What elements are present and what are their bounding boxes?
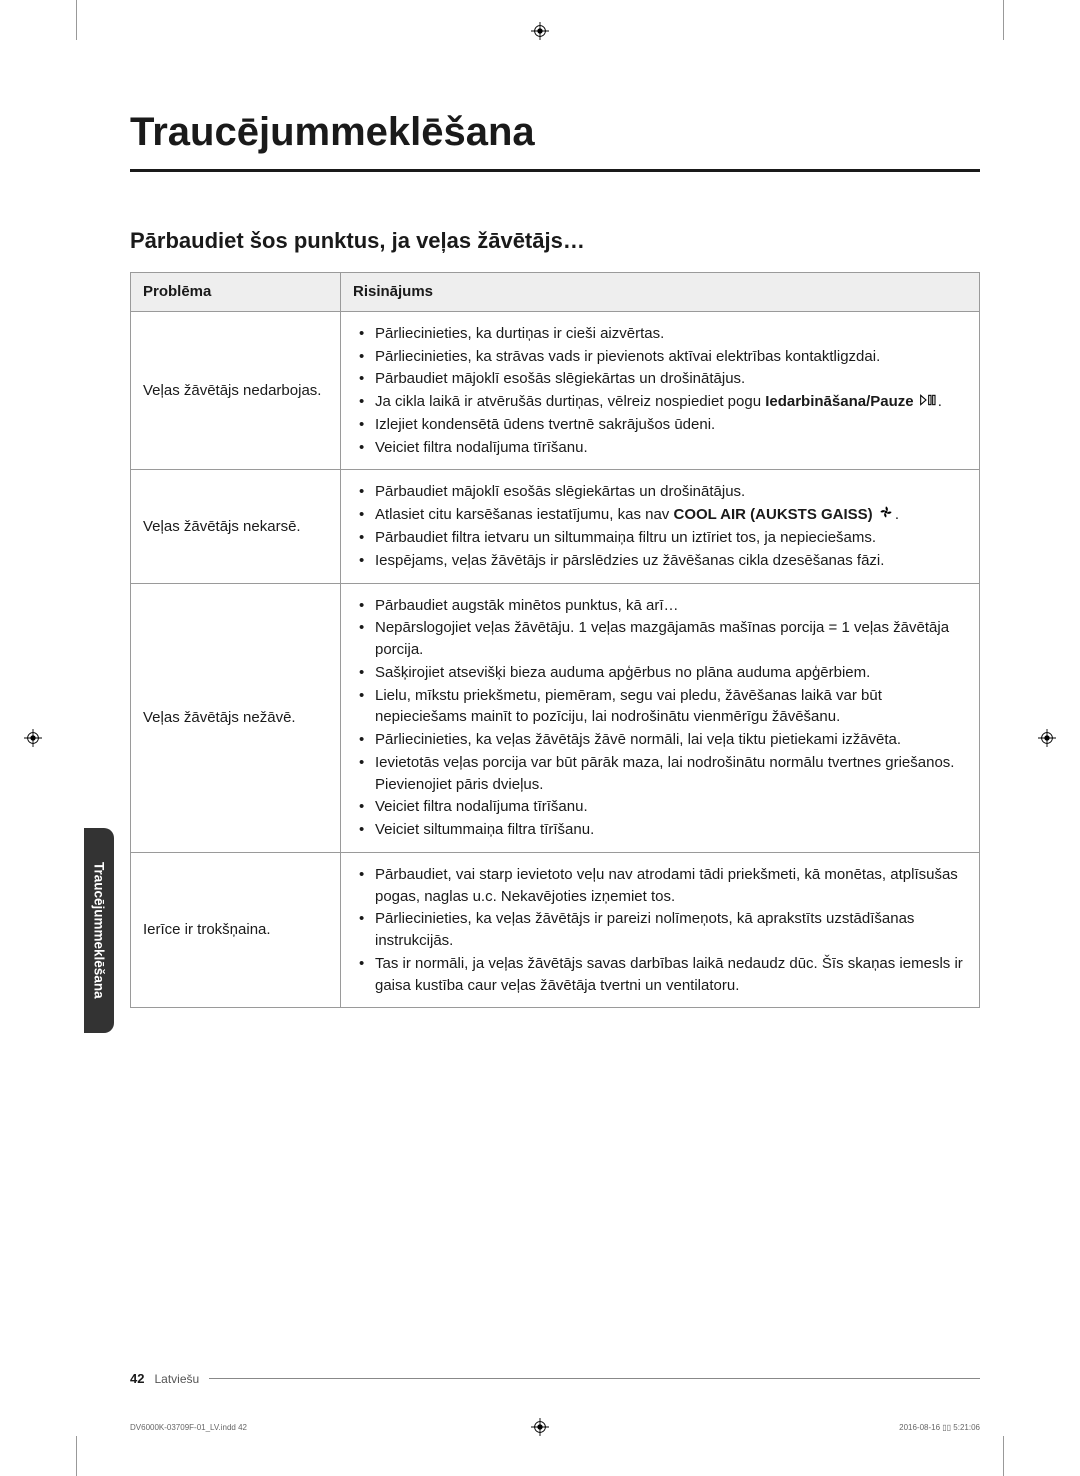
- solution-cell: Pārbaudiet, vai starp ievietoto veļu nav…: [341, 852, 980, 1008]
- footer-rule: [209, 1378, 980, 1379]
- register-mark-icon: [531, 22, 549, 40]
- solution-list: Pārbaudiet augstāk minētos punktus, kā a…: [353, 595, 967, 841]
- bold-label: COOL AIR (AUKSTS GAISS): [673, 506, 872, 523]
- fan-icon: [879, 504, 893, 526]
- list-item: Sašķirojiet atsevišķi bieza auduma apģēr…: [353, 662, 967, 684]
- list-item: Izlejiet kondensētā ūdens tvertnē sakrāj…: [353, 414, 967, 436]
- solution-list: Pārliecinieties, ka durtiņas ir cieši ai…: [353, 323, 967, 459]
- problem-cell: Ierīce ir trokšņaina.: [131, 852, 341, 1008]
- list-item: Lielu, mīkstu priekšmetu, piemēram, segu…: [353, 685, 967, 729]
- solution-list: Pārbaudiet mājoklī esošās slēgiekārtas u…: [353, 481, 967, 571]
- list-item: Veiciet filtra nodalījuma tīrīšanu.: [353, 796, 967, 818]
- page-number: 42: [130, 1371, 144, 1386]
- table-row: Veļas žāvētājs nedarbojas. Pārliecinietie…: [131, 311, 980, 470]
- solution-cell: Pārliecinieties, ka durtiņas ir cieši ai…: [341, 311, 980, 470]
- list-item: Ja cikla laikā ir atvērušās durtiņas, vē…: [353, 391, 967, 413]
- list-item: Pārbaudiet mājoklī esošās slēgiekārtas u…: [353, 368, 967, 390]
- list-item: Tas ir normāli, ja veļas žāvētājs savas …: [353, 953, 967, 997]
- crop-mark: [1003, 1436, 1004, 1476]
- list-item: Ievietotās veļas porcija var būt pārāk m…: [353, 752, 967, 796]
- print-meta-right: 2016-08-16 ▯▯ 5:21:06: [899, 1423, 980, 1432]
- list-item: Pārbaudiet mājoklī esošās slēgiekārtas u…: [353, 481, 967, 503]
- page-title: Traucējummeklēšana: [130, 110, 980, 172]
- language-label: Latviešu: [154, 1372, 199, 1386]
- list-item: Veiciet siltummaiņa filtra tīrīšanu.: [353, 819, 967, 841]
- bold-label: Iedarbināšana/Pauze: [765, 393, 913, 410]
- crop-mark: [76, 0, 77, 40]
- solution-cell: Pārbaudiet augstāk minētos punktus, kā a…: [341, 583, 980, 852]
- table-row: Veļas žāvētājs nežāvē. Pārbaudiet augstāk…: [131, 583, 980, 852]
- register-mark-icon: [531, 1418, 549, 1436]
- table-row: Veļas žāvētājs nekarsē. Pārbaudiet mājokl…: [131, 470, 980, 583]
- register-mark-icon: [1038, 729, 1056, 747]
- list-item: Atlasiet citu karsēšanas iestatījumu, ka…: [353, 504, 967, 526]
- list-item: Pārliecinieties, ka durtiņas ir cieši ai…: [353, 323, 967, 345]
- problem-cell: Veļas žāvētājs nedarbojas.: [131, 311, 341, 470]
- list-item: Iespējams, veļas žāvētājs ir pārslēdzies…: [353, 550, 967, 572]
- problem-cell: Veļas žāvētājs nežāvē.: [131, 583, 341, 852]
- solution-list: Pārbaudiet, vai starp ievietoto veļu nav…: [353, 864, 967, 997]
- table-row: Ierīce ir trokšņaina. Pārbaudiet, vai sta…: [131, 852, 980, 1008]
- problem-cell: Veļas žāvētājs nekarsē.: [131, 470, 341, 583]
- list-item: Veiciet filtra nodalījuma tīrīšanu.: [353, 437, 967, 459]
- crop-mark: [1003, 0, 1004, 40]
- list-item: Pārliecinieties, ka strāvas vads ir piev…: [353, 346, 967, 368]
- register-mark-icon: [24, 729, 42, 747]
- page-content: Traucējummeklēšana Pārbaudiet šos punktu…: [130, 110, 980, 1008]
- col-header-problem: Problēma: [131, 273, 341, 312]
- list-item: Pārbaudiet filtra ietvaru un siltummaiņa…: [353, 527, 967, 549]
- list-item: Pārbaudiet augstāk minētos punktus, kā a…: [353, 595, 967, 617]
- solution-cell: Pārbaudiet mājoklī esošās slēgiekārtas u…: [341, 470, 980, 583]
- page-footer: 42 Latviešu: [130, 1371, 980, 1386]
- list-item: Nepārslogojiet veļas žāvētāju. 1 veļas m…: [353, 617, 967, 661]
- section-tab: Traucējummeklēšana: [84, 828, 114, 1033]
- play-pause-icon: [920, 391, 936, 413]
- list-item: Pārliecinieties, ka veļas žāvētājs žāvē …: [353, 729, 967, 751]
- print-meta-left: DV6000K-03709F-01_LV.indd 42: [130, 1423, 247, 1432]
- troubleshooting-table: Problēma Risinājums Veļas žāvētājs nedar…: [130, 272, 980, 1008]
- crop-mark: [76, 1436, 77, 1476]
- section-subtitle: Pārbaudiet šos punktus, ja veļas žāvētāj…: [130, 228, 980, 254]
- list-item: Pārliecinieties, ka veļas žāvētājs ir pa…: [353, 908, 967, 952]
- col-header-solution: Risinājums: [341, 273, 980, 312]
- list-item: Pārbaudiet, vai starp ievietoto veļu nav…: [353, 864, 967, 908]
